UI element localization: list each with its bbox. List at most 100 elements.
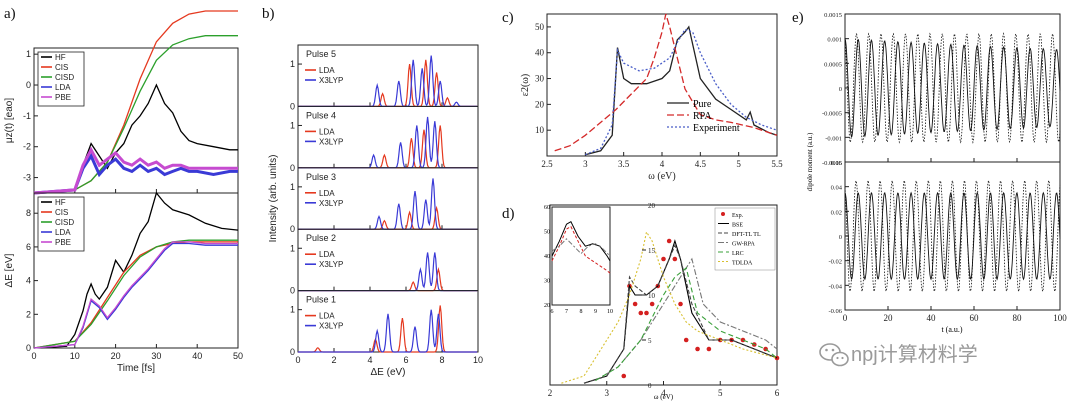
e-bottom-ytick-label: 0.06 <box>831 160 843 167</box>
b-pulse-legend-label: X3LYP <box>319 76 343 85</box>
d-exp-point <box>740 337 746 343</box>
d-xlabel: ω (eV) <box>654 393 674 401</box>
d-inset-series-GW-RPA <box>551 238 611 257</box>
a-bottom-ytick-label: 4 <box>26 276 31 286</box>
d-exp-point <box>678 301 683 307</box>
d-legend-label: LRC <box>732 251 744 257</box>
a-bottom-legend-label: HF <box>55 198 66 207</box>
c-ytick-label: 30 <box>535 74 545 84</box>
a-top-ytick-label: -3 <box>23 173 31 183</box>
e-top-ytick-label: 0 <box>839 86 842 93</box>
a-bottom-series-CIS <box>33 241 238 349</box>
b-pulse-xtick-label: 0 <box>295 355 300 365</box>
d-exp-point <box>666 238 672 244</box>
e-top-ytick-label: -0.001 <box>825 135 842 142</box>
e-bottom-xtick-label: 40 <box>927 313 937 323</box>
c-ytick-label: 50 <box>535 22 545 32</box>
d-series-TDLDA <box>561 230 778 384</box>
d-inset-ytick-label: 20 <box>544 303 550 309</box>
a-bottom-legend-label: CISD <box>55 218 74 227</box>
c-series-RPA <box>554 13 778 152</box>
d-legend-box <box>714 207 776 271</box>
c-xtick-label: 4.5 <box>695 159 707 169</box>
a-bottom-ytick-label: 0 <box>26 343 31 353</box>
a-top-ytick-label: 1 <box>26 49 31 59</box>
b-pulse-legend-label: LDA <box>319 189 335 198</box>
d-legend-label: DFT-TL TL <box>732 232 761 238</box>
d-legend-label: GW-RPA <box>732 242 755 248</box>
a-top-ytick-label: -1 <box>23 111 31 121</box>
d-ytick-label: 0 <box>648 382 652 390</box>
b-pulse-ytick-label: 1 <box>290 305 295 315</box>
a-top-legend-label: PBE <box>55 93 71 102</box>
e-top-ytick-label: -0.0005 <box>822 111 842 118</box>
b-pulse-title: Pulse 1 <box>306 295 336 305</box>
d-inset-ytick-label: 60 <box>544 205 550 211</box>
d-ytick-label: 10 <box>648 292 656 300</box>
a-bottom-xlabel: Time [fs] <box>117 363 155 374</box>
d-inset-xtick-label: 6 <box>551 309 554 315</box>
a-top-series-HF <box>33 83 238 194</box>
a-bottom-legend-label: PBE <box>55 238 71 247</box>
a-bottom-xtick-label: 10 <box>70 351 80 361</box>
b-pulse-title: Pulse 3 <box>306 172 336 182</box>
a-bottom-frame <box>33 192 239 349</box>
b-pulse-xtick-label: 8 <box>439 355 444 365</box>
a-top-legend-label: CIS <box>55 63 68 72</box>
e-bottom-ytick-label: -0.06 <box>828 308 842 315</box>
a-top-ylabel: μz(t) [eao] <box>4 98 15 143</box>
panel-e-letter: e) <box>792 10 804 26</box>
a-bottom-ytick-label: 8 <box>26 208 31 218</box>
e-bottom-xtick-label: 80 <box>1013 313 1023 323</box>
a-bottom-xtick-label: 50 <box>233 351 243 361</box>
watermark-text: npj计算材料学 <box>851 343 978 366</box>
b-pulse-xtick-label: 6 <box>403 355 408 365</box>
c-xtick-label: 2.5 <box>541 159 553 169</box>
a-top-ytick-label: -2 <box>23 142 31 152</box>
b-pulse-legend-label: LDA <box>319 250 335 259</box>
b-pulse-legend-label: X3LYP <box>319 322 343 331</box>
wechat-icon <box>819 343 849 367</box>
e-ylabel: dipole moment (a.u.) <box>806 132 814 191</box>
b-pulse-xtick-label: 4 <box>367 355 372 365</box>
e-bottom-xtick-label: 100 <box>1053 313 1067 323</box>
c-legend-label: RPA <box>693 111 712 122</box>
e-top-ytick-label: -0.0015 <box>822 160 842 167</box>
e-bottom-ytick-label: -0.04 <box>828 283 842 290</box>
c-ytick-label: 40 <box>535 48 545 58</box>
d-xtick-label: 5 <box>718 388 723 398</box>
d-xtick-label: 2 <box>548 388 553 398</box>
d-exp-point <box>706 346 712 352</box>
e-top-series-dotted <box>844 32 1061 144</box>
e-top-ytick-label: 0.0015 <box>824 12 842 19</box>
c-xtick-label: 3 <box>583 159 588 169</box>
b-ylabel: Intensity (arb. units) <box>268 155 279 243</box>
d-xtick-label: 3 <box>605 388 610 398</box>
e-bottom-xtick-label: 20 <box>884 313 894 323</box>
c-series-Experiment <box>585 28 778 156</box>
b-pulse-ytick-label: 1 <box>290 120 295 130</box>
c-xtick-label: 5.5 <box>771 159 783 169</box>
a-bottom-xtick-label: 30 <box>151 351 161 361</box>
a-bottom-xtick-label: 20 <box>111 351 121 361</box>
a-bottom-xtick-label: 40 <box>192 351 202 361</box>
e-xlabel: t (a.u.) <box>941 325 962 334</box>
d-inset-ytick-label: 30 <box>544 279 550 285</box>
b-pulse-xtick-label: 10 <box>473 355 483 365</box>
d-inset-xtick-label: 10 <box>607 309 613 315</box>
a-top-legend-label: LDA <box>55 83 71 92</box>
e-top-series-solid <box>844 38 1061 138</box>
b-pulse-ytick-label: 1 <box>290 243 295 253</box>
panel-c-letter: c) <box>502 10 514 26</box>
b-pulse-title: Pulse 2 <box>306 233 336 243</box>
e-top-ytick-label: 0.001 <box>827 37 842 44</box>
a-top-series-LDA <box>33 152 238 195</box>
a-top-ytick-label: 0 <box>26 80 31 90</box>
a-bottom-series-CISD <box>33 239 238 349</box>
watermark: npj计算材料学 <box>819 343 978 367</box>
a-bottom-legend-label: LDA <box>55 228 71 237</box>
e-bottom-ytick-label: 0 <box>839 234 842 241</box>
b-pulse-legend-label: X3LYP <box>319 199 343 208</box>
d-inset-ytick-label: 40 <box>544 254 550 260</box>
